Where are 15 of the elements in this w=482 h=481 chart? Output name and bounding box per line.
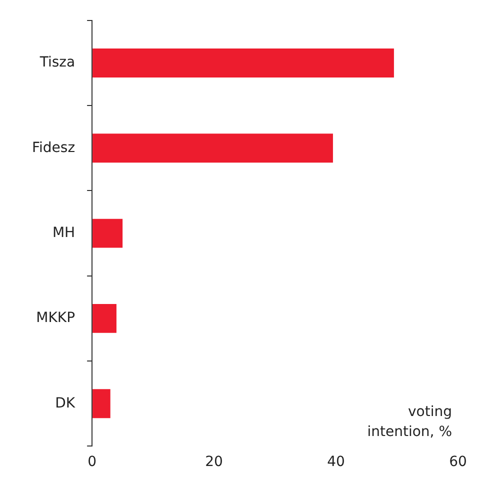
y-tick-label: MKKP <box>36 310 76 326</box>
bar <box>92 134 333 163</box>
bar <box>92 218 123 248</box>
x-tick-label: 0 <box>88 454 97 470</box>
bar <box>92 304 116 333</box>
bar <box>92 48 394 78</box>
x-axis-title: voting intention, % <box>367 404 452 440</box>
y-tick-label: Fidesz <box>32 140 76 156</box>
y-tick-label: MH <box>52 224 76 241</box>
x-tick-label: 60 <box>449 454 467 470</box>
y-tick-label: DK <box>55 395 76 412</box>
x-tick-label: 20 <box>205 454 223 470</box>
y-tick-label: Tisza <box>38 54 76 71</box>
bar <box>92 389 110 418</box>
x-tick-label: 40 <box>327 454 345 470</box>
